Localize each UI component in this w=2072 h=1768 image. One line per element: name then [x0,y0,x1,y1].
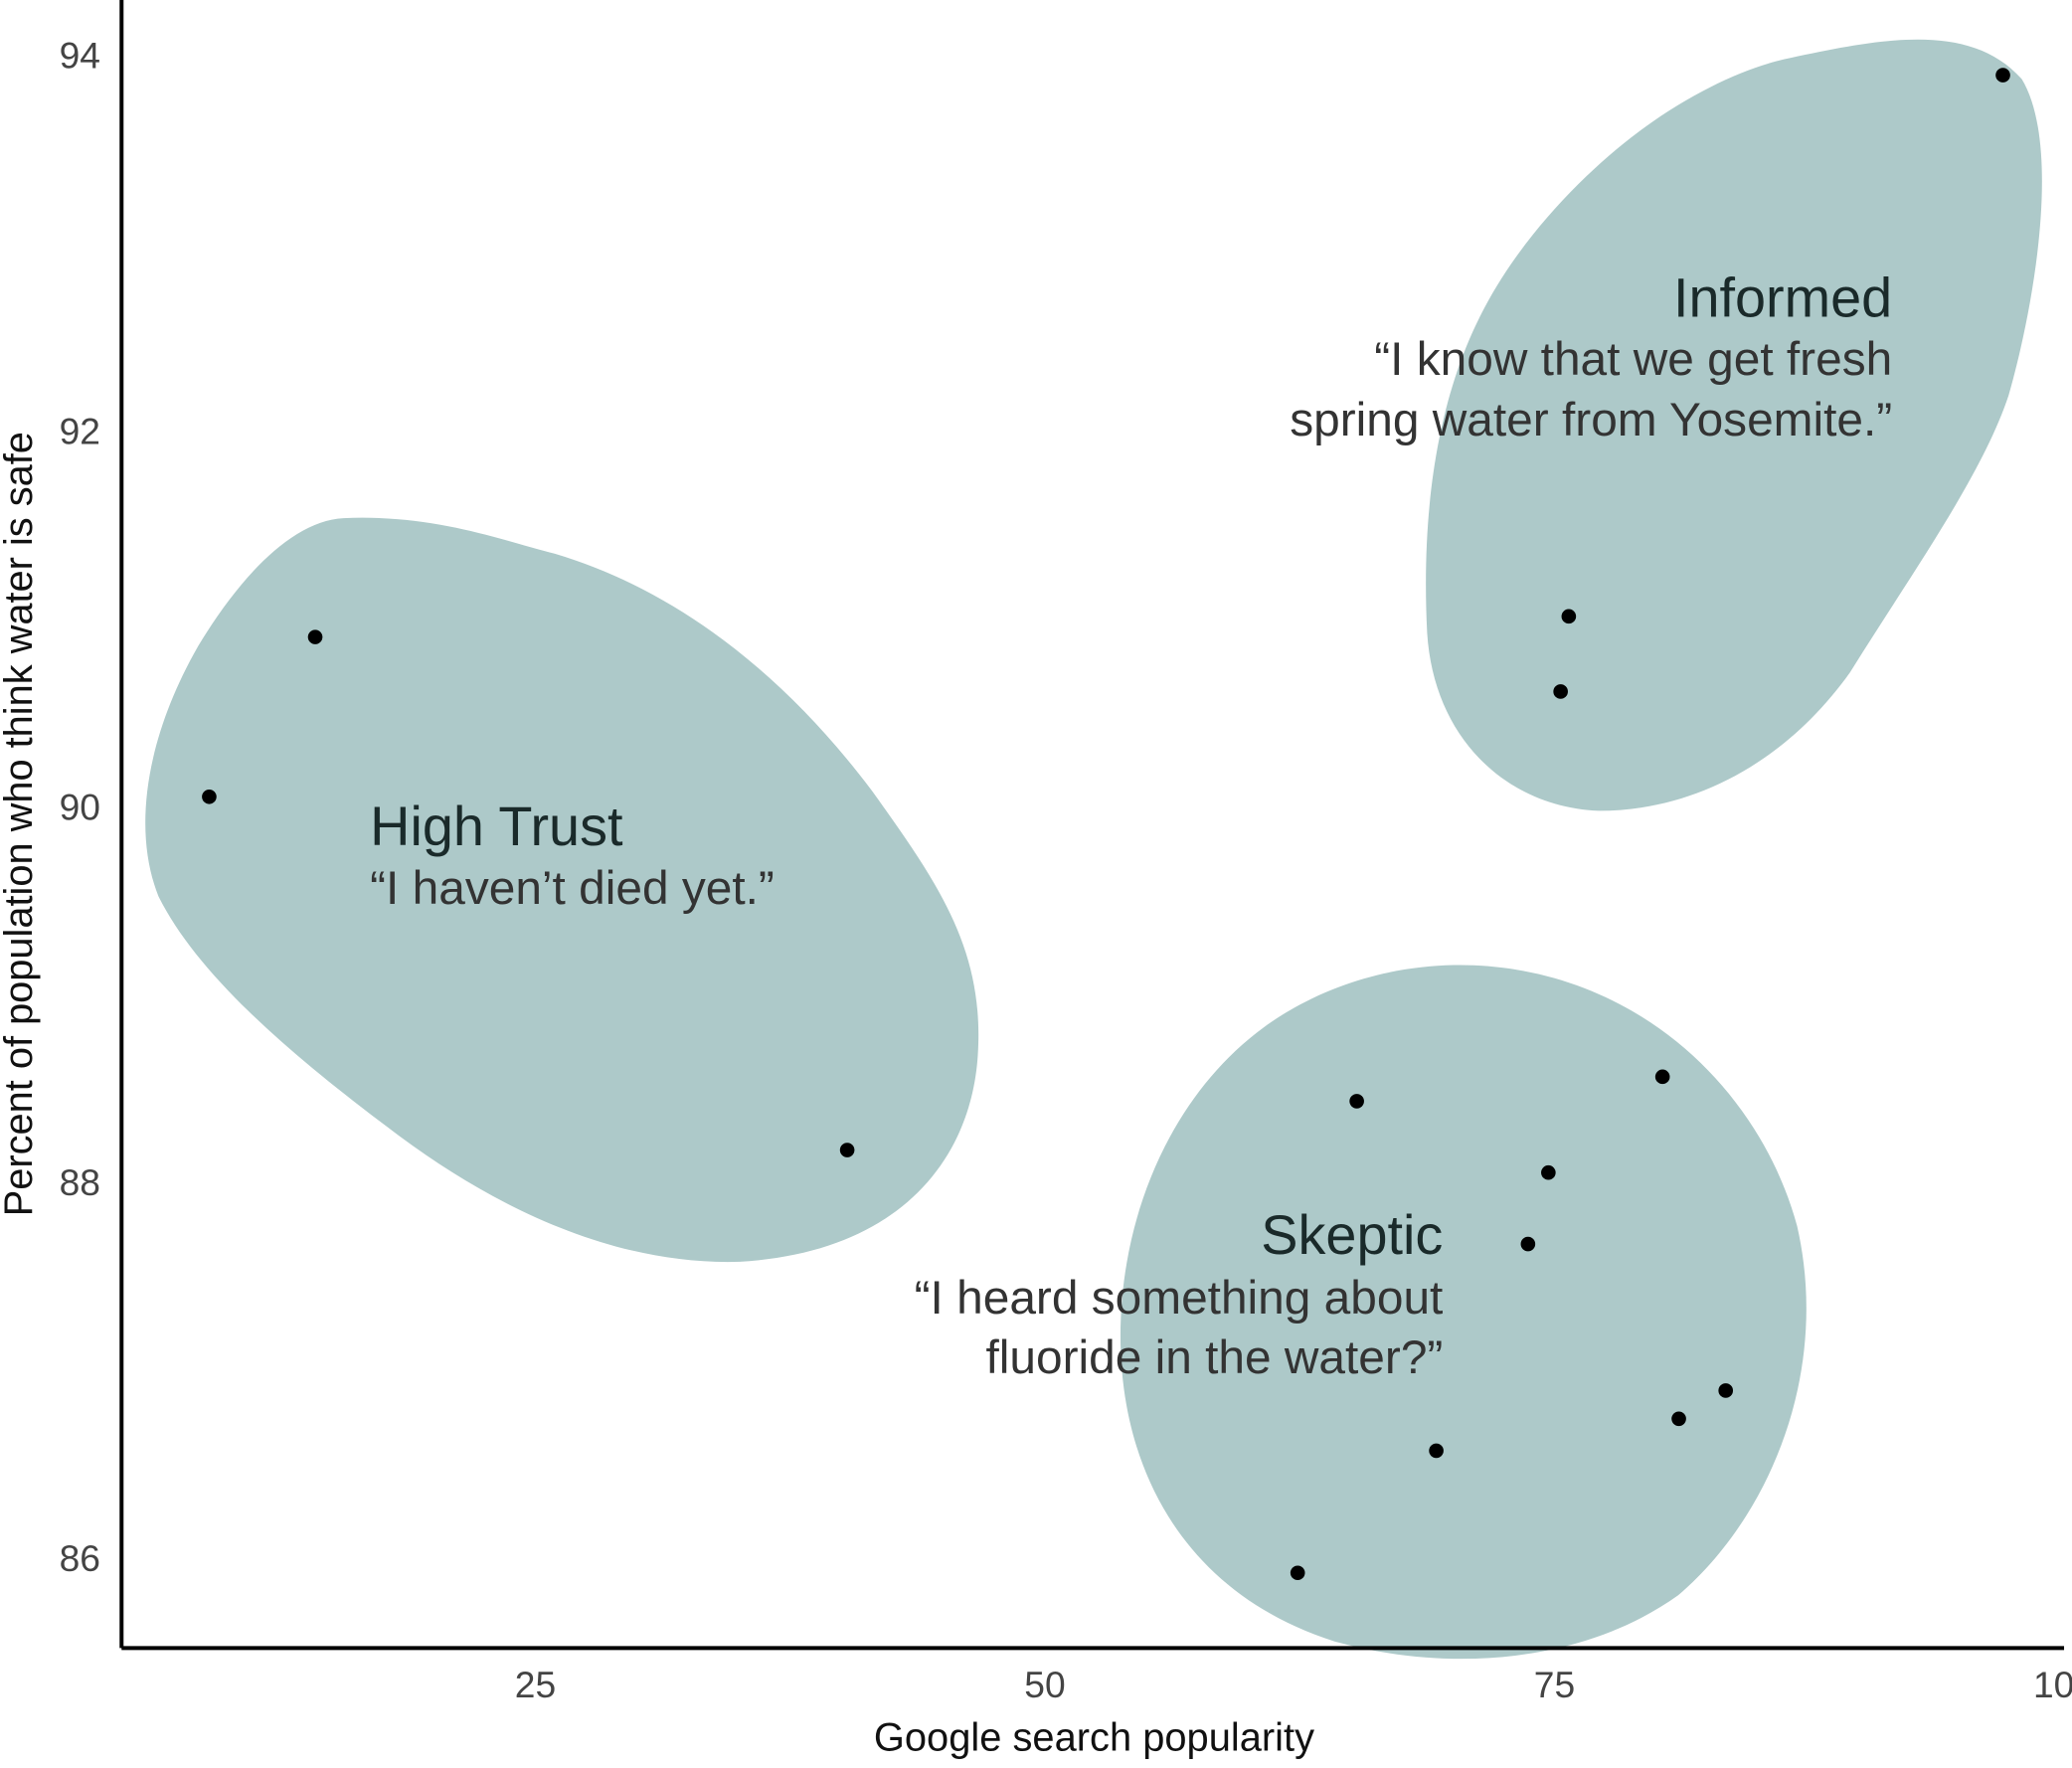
point [1429,1443,1444,1459]
point [1520,1236,1536,1252]
annotation-quote: fluoride in the water?” [985,1331,1443,1384]
x-tick-label: 75 [1534,1664,1575,1705]
point [1541,1164,1556,1180]
point [1561,609,1577,624]
y-tick-label: 94 [60,34,100,76]
annotation-title: Informed [1673,266,1892,328]
point [1553,684,1568,699]
y-axis-title: Percent of population who think water is… [0,432,41,1216]
point [1671,1411,1686,1427]
skeptic-blob [1120,965,1807,1660]
point [1718,1383,1734,1398]
x-tick-label: 25 [515,1664,556,1705]
x-axis-title: Google search popularity [874,1716,1314,1760]
y-tick-label: 92 [60,410,100,451]
y-tick-label: 90 [60,786,100,827]
y-tick-label: 88 [60,1161,100,1203]
point [1654,1069,1670,1085]
annotation-title: Skeptic [1261,1204,1443,1266]
annotation-quote: spring water from Yosemite.” [1290,394,1892,446]
point [1995,68,2010,83]
point [839,1143,855,1157]
high-trust-blob [145,517,979,1263]
annotation-quote: “I heard something about [915,1272,1444,1325]
annotation-quote: “I haven’t died yet.” [370,862,775,915]
y-tick-label: 86 [60,1537,100,1579]
point [1290,1565,1305,1581]
annotation-quote: “I know that we get fresh [1374,333,1892,386]
point [202,789,217,804]
x-tick-label: 50 [1024,1664,1065,1705]
point [1349,1094,1364,1109]
cluster-shapes [145,39,2042,1660]
informed-blob [1426,39,2042,811]
x-tick-label: 100 [2033,1664,2072,1705]
point [307,629,323,644]
annotation-title: High Trust [370,796,623,857]
